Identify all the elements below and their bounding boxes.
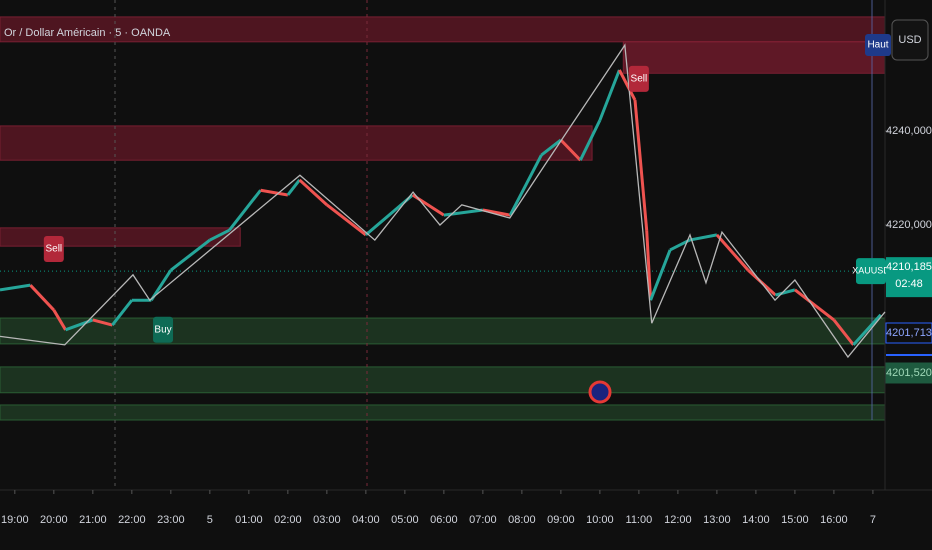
x-tick-label: 07:00 (469, 514, 497, 526)
price-segment (482, 208, 511, 217)
symbol-label: XAUUSD (852, 266, 890, 276)
price-segment (92, 318, 113, 327)
chart-title: Or / Dollar Américain · 5 · OANDA (4, 27, 171, 39)
price-segment (0, 283, 31, 292)
price-segment (228, 189, 262, 232)
x-tick-label: 19:00 (1, 514, 29, 526)
price-segment (852, 313, 882, 346)
last-price-label: 4210,185 (886, 261, 932, 273)
price-segment (209, 228, 231, 242)
signal-badge (153, 316, 174, 343)
currency-label: USD (898, 34, 921, 46)
signal-label: Buy (154, 324, 171, 335)
price-segment (29, 284, 55, 312)
last-price-tag (886, 257, 932, 298)
axis-price-label: 4201,713 (886, 327, 932, 339)
price-segment (832, 319, 855, 346)
price-segment (633, 99, 649, 231)
x-tick-label: 01:00 (235, 514, 263, 526)
price-segment (325, 203, 367, 237)
x-tick-label: 13:00 (703, 514, 731, 526)
price-segment (111, 299, 134, 327)
high-label: Haut (867, 40, 888, 51)
x-tick-label: 12:00 (664, 514, 692, 526)
price-segment (689, 233, 718, 242)
signal-label: Sell (45, 244, 62, 255)
price-segment (260, 188, 289, 197)
x-tick-label: 06:00 (430, 514, 458, 526)
zigzag-line (0, 43, 886, 359)
axis-price-tag (885, 362, 932, 384)
zone (0, 317, 886, 345)
price-segment (649, 249, 672, 301)
axis-price-label: 4201,520 (886, 367, 932, 379)
x-tick-label: 21:00 (79, 514, 107, 526)
zone (0, 125, 593, 161)
price-segment (540, 138, 562, 157)
x-tick-label: 16:00 (820, 514, 848, 526)
price-segment (598, 69, 621, 121)
x-tick-label: 05:00 (391, 514, 419, 526)
signal-badge (43, 235, 64, 262)
zone (622, 41, 886, 74)
axis-price-tag (885, 322, 932, 344)
x-tick-label: 14:00 (742, 514, 770, 526)
price-segment (52, 309, 67, 331)
x-tick-label: 03:00 (313, 514, 341, 526)
price-segment (150, 269, 173, 302)
zone (0, 366, 886, 394)
x-tick-label: 7 (870, 514, 876, 526)
x-tick-label: 20:00 (40, 514, 68, 526)
symbol-badge (856, 258, 886, 285)
x-tick-label: 23:00 (157, 514, 185, 526)
zone (0, 404, 886, 421)
price-segment (793, 288, 835, 322)
price-segment (579, 119, 602, 161)
y-tick-label: 4240,000 (886, 125, 932, 137)
price-segment (298, 178, 328, 206)
x-tick-label: 11:00 (626, 514, 653, 526)
x-tick-label: 15:00 (781, 514, 809, 526)
price-segment (775, 288, 796, 297)
y-tick-label: 4220,000 (886, 219, 932, 231)
x-tick-label: 04:00 (352, 514, 380, 526)
event-icon (588, 380, 612, 404)
price-segment (443, 208, 484, 217)
signal-badge (628, 65, 649, 92)
price-segment (618, 69, 637, 101)
price-segment (286, 179, 301, 196)
x-tick-label: 02:00 (274, 514, 302, 526)
x-tick-label: 10:00 (586, 514, 614, 526)
currency-button[interactable] (891, 19, 929, 61)
x-tick-label: 09:00 (547, 514, 575, 526)
price-segment (559, 138, 582, 162)
price-segment (508, 154, 543, 216)
price-segment (169, 238, 211, 272)
x-tick-label: 08:00 (508, 514, 536, 526)
price-segment (645, 230, 653, 301)
price-segment (715, 233, 750, 272)
x-tick-label: 22:00 (118, 514, 146, 526)
countdown-label: 02:48 (895, 278, 923, 290)
signal-label: Sell (631, 74, 648, 85)
x-tick-label: 5 (207, 514, 213, 526)
high-badge (865, 34, 891, 56)
